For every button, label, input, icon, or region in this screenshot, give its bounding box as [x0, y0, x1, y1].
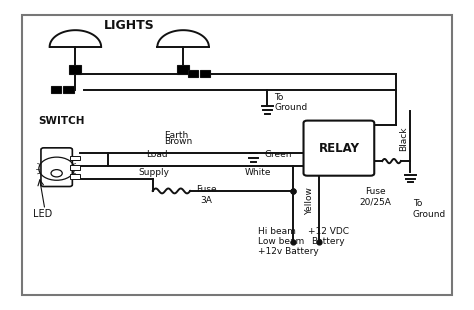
Circle shape — [51, 170, 62, 177]
Text: Load: Load — [146, 149, 167, 158]
Bar — [200, 70, 210, 77]
Text: Black: Black — [399, 126, 408, 151]
Bar — [70, 174, 80, 179]
Text: Green: Green — [265, 149, 292, 158]
Text: Hi beam
Low beam
+12v Battery: Hi beam Low beam +12v Battery — [258, 227, 319, 256]
Text: Earth: Earth — [164, 131, 189, 140]
FancyBboxPatch shape — [21, 15, 453, 295]
Bar — [51, 86, 61, 93]
Text: +12 VDC
Battery: +12 VDC Battery — [308, 227, 349, 246]
Text: LED: LED — [33, 209, 53, 219]
Text: RELAY: RELAY — [319, 142, 359, 155]
Text: SWITCH: SWITCH — [38, 116, 84, 126]
Bar — [177, 65, 189, 74]
Bar — [70, 156, 80, 161]
FancyBboxPatch shape — [41, 148, 73, 187]
Text: Fuse
3A: Fuse 3A — [196, 185, 217, 205]
Text: LIGHTS: LIGHTS — [104, 19, 155, 32]
Bar — [70, 165, 80, 170]
Bar — [188, 70, 198, 77]
Text: Fuse
20/25A: Fuse 20/25A — [359, 187, 391, 206]
Text: White: White — [245, 168, 271, 177]
Bar — [69, 65, 82, 74]
Text: To
Ground: To Ground — [413, 199, 446, 219]
Text: To
Ground: To Ground — [274, 93, 308, 112]
FancyBboxPatch shape — [303, 121, 374, 176]
Text: Brown: Brown — [164, 137, 192, 146]
Bar — [63, 86, 73, 93]
Text: Supply: Supply — [138, 168, 170, 177]
Text: Yellow: Yellow — [305, 187, 314, 215]
